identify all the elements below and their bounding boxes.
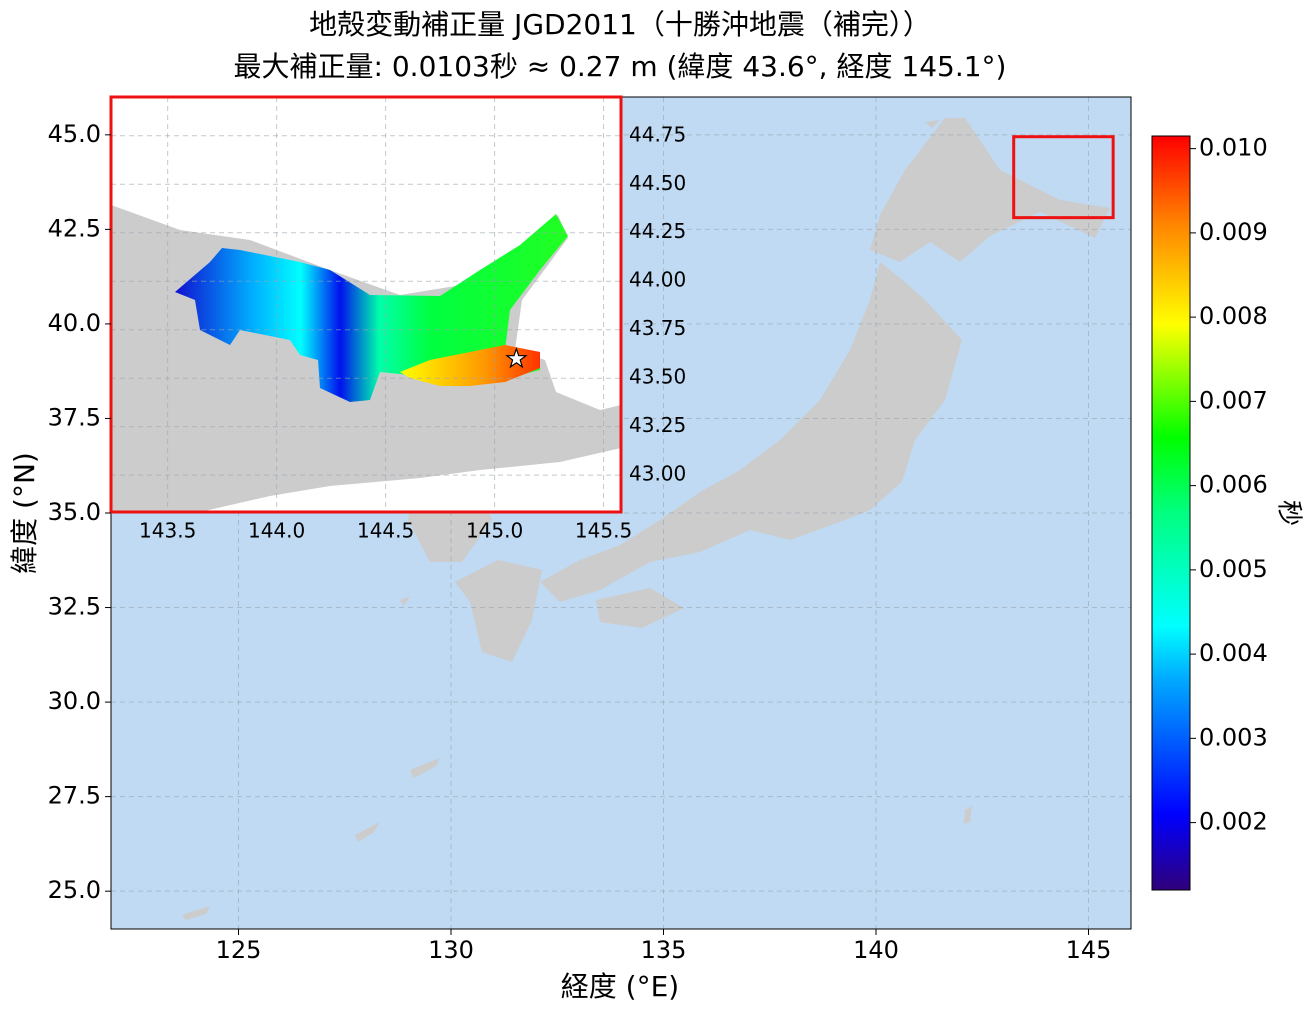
x-tick-label: 125 — [216, 936, 262, 964]
y-tick-label: 27.5 — [48, 782, 101, 810]
colorbar-tick-label: 0.007 — [1199, 386, 1268, 414]
x-tick-label: 145.0 — [466, 519, 523, 543]
y-tick-label: 43.00 — [629, 462, 686, 486]
y-tick-label: 32.5 — [48, 593, 101, 621]
colorbar-scale — [1151, 135, 1191, 891]
y-tick-label: 44.75 — [629, 122, 686, 146]
colorbar-tick-label: 0.004 — [1199, 639, 1268, 667]
colorbar-tick-label: 0.006 — [1199, 471, 1268, 499]
chart-title: 地殻変動補正量 JGD2011（十勝沖地震（補完）） — [309, 8, 931, 41]
y-tick-label: 45.0 — [48, 120, 101, 148]
y-tick-label: 44.50 — [629, 171, 686, 195]
x-tick-label: 144.5 — [357, 519, 414, 543]
y-tick-label: 42.5 — [48, 214, 101, 242]
colorbar-tick-label: 0.010 — [1199, 134, 1268, 162]
colorbar-label: 秒 — [1274, 500, 1304, 526]
inset-map: 143.5 144.0 144.5 145.0 145.5 43.00 43.25 43.50… — [109, 95, 686, 543]
correction-field — [400, 345, 540, 386]
colorbar-tick-label: 0.002 — [1199, 808, 1268, 836]
land — [182, 118, 1110, 920]
y-tick-label: 25.0 — [48, 876, 101, 904]
y-tick-label: 43.75 — [629, 316, 686, 340]
inset-extent-box — [1012, 135, 1115, 220]
y-axis-label: 緯度 (°N) — [8, 452, 41, 574]
x-tick-label: 140 — [853, 936, 899, 964]
x-axis-label: 経度 (°E) — [561, 970, 679, 1003]
x-tick-label: 143.5 — [139, 519, 196, 543]
y-tick-label: 30.0 — [48, 687, 101, 715]
colorbar-tick-label: 0.009 — [1199, 218, 1268, 246]
colorbar-tick-label: 0.005 — [1199, 555, 1268, 583]
x-tick-label: 145.5 — [575, 519, 632, 543]
x-tick-label: 135 — [641, 936, 687, 964]
max-marker — [505, 346, 528, 369]
y-tick-label: 35.0 — [48, 498, 101, 526]
y-tick-label: 43.50 — [629, 365, 686, 389]
colorbar-tick-label: 0.008 — [1199, 302, 1268, 330]
x-tick-label: 144.0 — [248, 519, 305, 543]
y-tick-label: 40.0 — [48, 309, 101, 337]
colorbar-tick-label: 0.003 — [1199, 723, 1268, 751]
y-tick-label: 44.00 — [629, 268, 686, 292]
x-tick-label: 145 — [1066, 936, 1112, 964]
colorbar: 0.002 0.003 0.004 0.005 0.006 0.007 0.008 0.009… — [1151, 134, 1268, 891]
chart-subtitle: 最大補正量: 0.0103秒 ≈ 0.27 m (緯度 43.6°, 経度 14… — [234, 50, 1007, 83]
y-tick-label: 37.5 — [48, 403, 101, 431]
x-tick-label: 130 — [428, 936, 474, 964]
y-tick-label: 43.25 — [629, 413, 686, 437]
inset-frame — [109, 95, 623, 514]
y-tick-label: 44.25 — [629, 219, 686, 243]
